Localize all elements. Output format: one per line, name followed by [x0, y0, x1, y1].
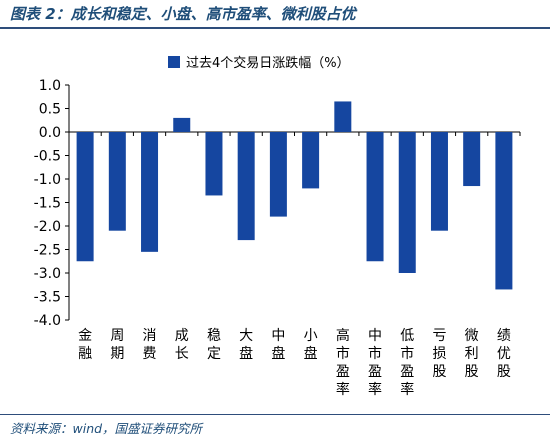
figure-title: 图表 2：成长和稳定、小盘、高市盈率、微利股占优 [10, 5, 356, 23]
y-tick-label: -3.5 [34, 290, 61, 306]
bar [463, 132, 481, 187]
bar [173, 117, 191, 132]
x-category-label: 周期 [110, 328, 124, 362]
bar [334, 101, 352, 132]
y-tick-label: -3.0 [34, 266, 61, 282]
x-category-label: 高市盈率 [336, 327, 350, 398]
bar-chart: 过去4个交易日涨跌幅（%） 1.0 0.5 0.0 -0.5 -1.0 -1.5 -2.0 -… [34, 55, 521, 398]
x-category-label: 大盘 [239, 328, 253, 362]
bar [302, 132, 320, 189]
bar [398, 132, 416, 273]
y-tick-label: -2.5 [34, 243, 61, 259]
y-tick-label: -0.5 [34, 149, 61, 165]
bar [237, 132, 255, 241]
legend-swatch [168, 56, 180, 68]
x-category-label: 绩优股 [497, 328, 511, 380]
chart-legend: 过去4个交易日涨跌幅（%） [168, 55, 350, 71]
y-tick-label: -4.0 [34, 313, 61, 329]
x-category-label: 中市盈率 [368, 328, 382, 398]
bar [141, 132, 159, 252]
x-category-label: 稳定 [207, 328, 221, 362]
bar [430, 132, 448, 231]
bar [108, 132, 126, 231]
legend-label: 过去4个交易日涨跌幅（%） [186, 55, 350, 71]
x-category-label: 小盘 [304, 328, 318, 362]
y-tick-label: -1.0 [34, 172, 61, 188]
y-tick-labels: 1.0 0.5 0.0 -0.5 -1.0 -1.5 -2.0 -2.5 -3.0 -3.5 -4.… [34, 78, 61, 329]
y-tick-label: -1.5 [34, 196, 61, 212]
y-tick-label: 0.5 [39, 102, 61, 118]
y-tick-label: 1.0 [39, 78, 61, 94]
y-tick-label: -2.0 [34, 219, 61, 235]
bar [269, 132, 287, 217]
x-category-label: 低市盈率 [400, 328, 414, 398]
x-category-label: 成长 [175, 328, 189, 362]
x-category-label: 消费 [143, 328, 157, 362]
x-category-label: 金融 [78, 328, 92, 362]
bar [366, 132, 384, 262]
bar-series [76, 101, 513, 290]
source-note: 资料来源：wind，国盛证券研究所 [10, 421, 203, 436]
bar [495, 132, 513, 290]
axes [65, 84, 521, 321]
x-category-label: 中盘 [271, 328, 285, 362]
x-category-label: 微利股 [465, 328, 479, 380]
source-divider [0, 414, 550, 415]
title-divider [0, 27, 550, 29]
bar [205, 132, 223, 196]
y-tick-label: 0.0 [39, 125, 61, 141]
bar [76, 132, 94, 262]
x-category-label: 亏损股 [432, 328, 446, 380]
